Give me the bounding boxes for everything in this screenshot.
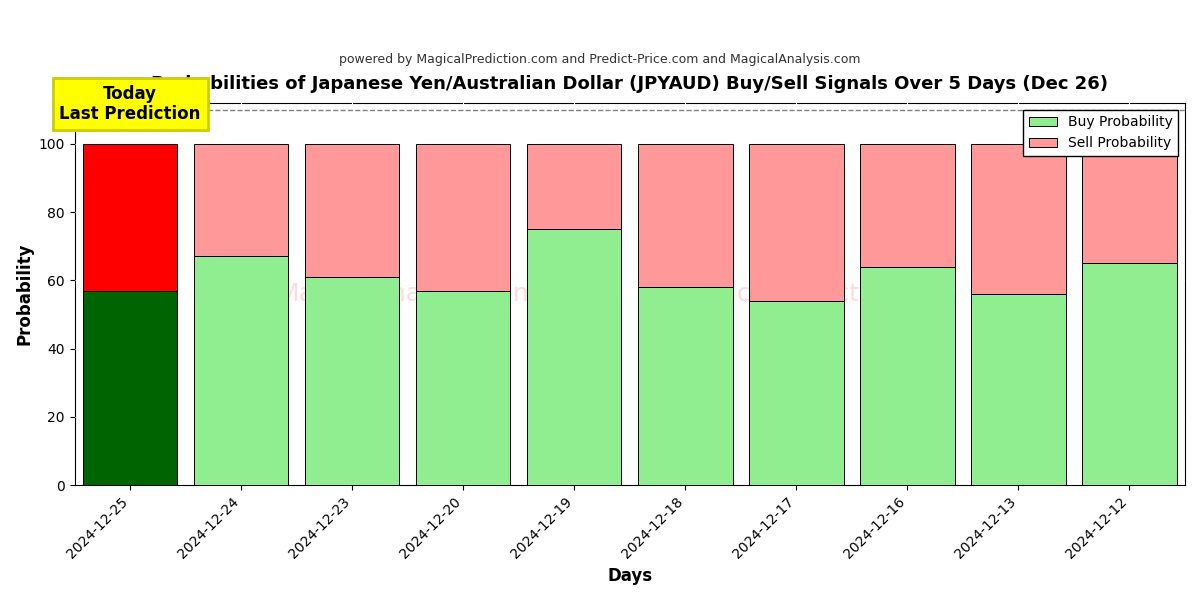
Text: powered by MagicalPrediction.com and Predict-Price.com and MagicalAnalysis.com: powered by MagicalPrediction.com and Pre… — [340, 53, 860, 66]
Bar — [83, 290, 178, 485]
Bar — [638, 144, 732, 287]
Text: Today
Last Prediction: Today Last Prediction — [60, 85, 200, 124]
Bar — [1082, 144, 1177, 263]
Bar — [305, 144, 400, 277]
Y-axis label: Probability: Probability — [16, 243, 34, 345]
Bar — [416, 144, 510, 290]
Bar — [416, 290, 510, 485]
Bar — [749, 144, 844, 301]
Bar — [971, 294, 1066, 485]
Bar — [527, 229, 622, 485]
Bar — [638, 287, 732, 485]
Bar — [305, 277, 400, 485]
Bar — [194, 144, 288, 256]
Bar — [971, 144, 1066, 294]
Text: MagicalPrediction.com: MagicalPrediction.com — [678, 282, 959, 306]
Legend: Buy Probability, Sell Probability: Buy Probability, Sell Probability — [1024, 110, 1178, 156]
Bar — [527, 144, 622, 229]
X-axis label: Days: Days — [607, 567, 653, 585]
Bar — [749, 301, 844, 485]
Title: Probabilities of Japanese Yen/Australian Dollar (JPYAUD) Buy/Sell Signals Over 5: Probabilities of Japanese Yen/Australian… — [151, 75, 1109, 93]
Bar — [83, 144, 178, 290]
Bar — [860, 144, 955, 267]
Bar — [1082, 263, 1177, 485]
Text: MagicalAnalysis.com: MagicalAnalysis.com — [277, 282, 538, 306]
Bar — [194, 256, 288, 485]
Bar — [860, 267, 955, 485]
